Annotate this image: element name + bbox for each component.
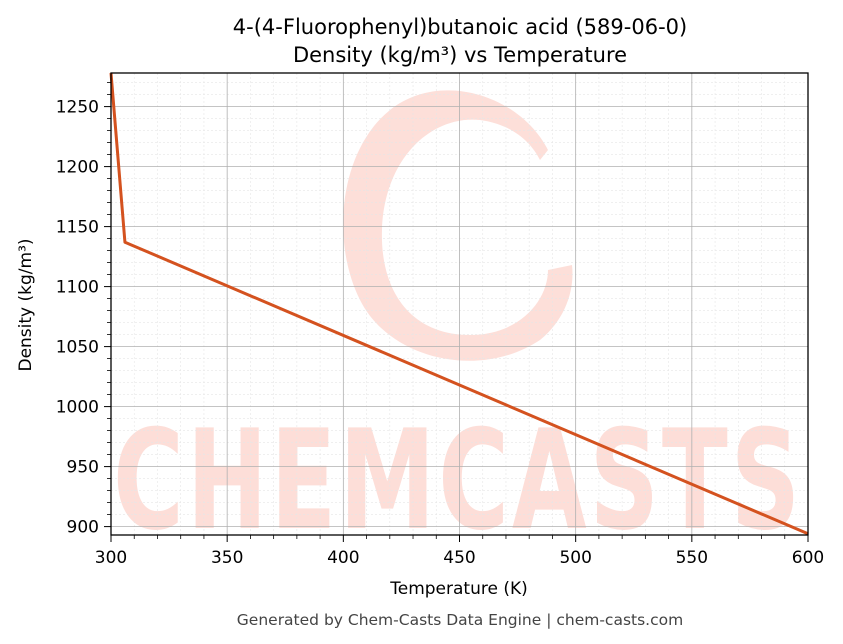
- y-tick-label: 1150: [56, 218, 99, 238]
- x-tick-label: 550: [676, 548, 708, 568]
- x-tick-label: 600: [792, 548, 824, 568]
- y-axis-label: Density (kg/m³): [16, 238, 36, 371]
- watermark-text: CHEMCASTS: [113, 400, 803, 561]
- watermark-logo-icon: [343, 90, 573, 361]
- y-tick-label: 1200: [56, 158, 99, 178]
- footer-credit: Generated by Chem-Casts Data Engine | ch…: [237, 611, 683, 629]
- series-layer: [109, 72, 809, 536]
- x-tick-labels: 300 350 400 450 500 550 600: [95, 548, 824, 568]
- x-tick-label: 400: [327, 548, 359, 568]
- y-tick-label: 1100: [56, 278, 99, 298]
- y-tick-label: 1000: [56, 398, 99, 418]
- major-grid: [110, 73, 809, 535]
- y-tick-label: 1050: [56, 338, 99, 358]
- y-tick-label: 900: [67, 518, 99, 538]
- x-axis-label: Temperature (K): [389, 579, 528, 599]
- y-tick-labels: 900 950 1000 1050 1100 1150 1200 1250: [56, 98, 99, 538]
- y-tick-label: 950: [67, 458, 99, 478]
- chart-subtitle: Density (kg/m³) vs Temperature: [293, 43, 627, 67]
- density-series-line: [109, 72, 809, 536]
- x-tick-label: 450: [443, 548, 475, 568]
- x-tick-label: 300: [95, 548, 127, 568]
- x-tick-label: 500: [559, 548, 591, 568]
- x-tick-label: 350: [211, 548, 243, 568]
- axis-ticks: [104, 82, 809, 542]
- chart-title: 4-(4-Fluorophenyl)butanoic acid (589-06-…: [233, 15, 687, 39]
- y-tick-label: 1250: [56, 98, 99, 118]
